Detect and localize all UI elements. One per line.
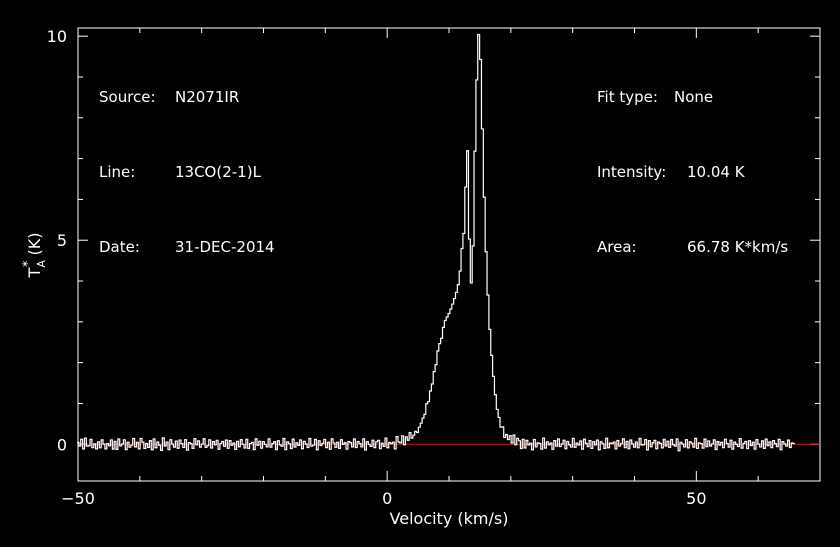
spectrum-line — [77, 33, 795, 452]
info-source-row: Source: N2071IR — [99, 85, 275, 110]
info-value: 10.04 K — [687, 163, 745, 181]
info-label: Source: — [99, 88, 156, 106]
y-axis-label-main: T — [25, 267, 44, 278]
y-axis-label-unit: (K) — [25, 233, 44, 261]
x-tick-label: −50 — [61, 489, 95, 508]
info-line-row: Line: 13CO(2-1)L — [99, 160, 275, 185]
info-value: 13CO(2-1)L — [175, 163, 261, 181]
y-tick-label: 5 — [57, 231, 67, 250]
y-axis-label-sup: * — [21, 260, 36, 267]
y-axis-label: TA* (K) — [21, 233, 48, 279]
y-tick-label: 10 — [47, 27, 67, 46]
x-axis-label: Velocity (km/s) — [390, 509, 509, 528]
info-fittype-row: Fit type: None — [597, 85, 788, 110]
y-axis-label-sub: A — [35, 260, 48, 268]
info-value: 66.78 K*km/s — [687, 238, 789, 256]
x-tick-label: 50 — [686, 489, 706, 508]
info-date-row: Date: 31-DEC-2014 — [99, 235, 275, 260]
x-tick-label: 0 — [382, 489, 392, 508]
info-label: Area: — [597, 238, 637, 256]
y-tick-label: 0 — [57, 435, 67, 454]
info-value: None — [674, 88, 714, 106]
info-value: N2071IR — [175, 88, 240, 106]
info-block-left: Source: N2071IR Line: 13CO(2-1)L Date: 31-D… — [99, 35, 275, 285]
x-tick-labels: −50 0 50 — [61, 489, 706, 508]
info-label: Fit type: — [597, 88, 658, 106]
info-area-row: Area: 66.78 K*km/s — [597, 235, 788, 260]
info-label: Line: — [99, 163, 136, 181]
info-intensity-row: Intensity: 10.04 K — [597, 160, 788, 185]
info-block-right: Fit type: None Intensity: 10.04 K Area: 66.… — [597, 35, 788, 285]
info-label: Date: — [99, 238, 140, 256]
y-tick-labels: 0 5 10 — [47, 27, 67, 454]
info-value: 31-DEC-2014 — [175, 238, 275, 256]
info-label: Intensity: — [597, 163, 667, 181]
